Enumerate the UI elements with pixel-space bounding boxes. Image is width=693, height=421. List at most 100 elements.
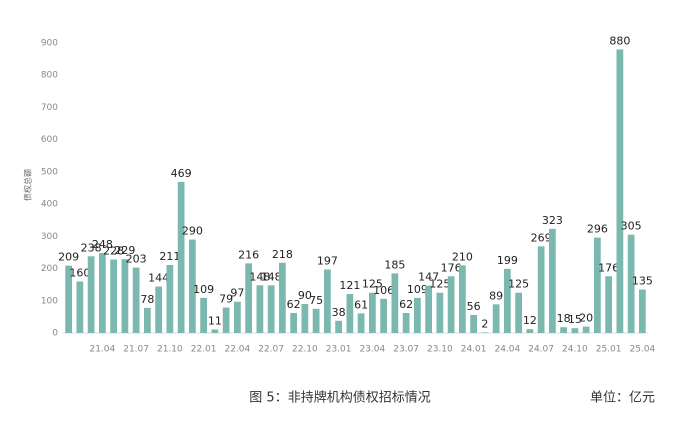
- bar: [447, 276, 455, 333]
- bar: [65, 265, 72, 333]
- bar: [616, 49, 624, 333]
- bar: [594, 237, 601, 333]
- bar: [582, 326, 590, 333]
- bar: [76, 281, 84, 333]
- x-tick-label: 24.04: [494, 345, 520, 355]
- unit-label: 单位：亿元: [590, 391, 655, 406]
- value-label: 125: [508, 278, 529, 291]
- bar: [537, 246, 545, 333]
- bar: [492, 304, 500, 333]
- bar: [571, 328, 579, 333]
- x-tick-label: 23.07: [393, 345, 419, 355]
- bar: [425, 285, 432, 333]
- x-tick-label: 21.07: [123, 345, 149, 355]
- bar: [279, 262, 286, 333]
- value-label: 125: [429, 278, 450, 291]
- bar: [245, 263, 252, 333]
- bar: [200, 297, 207, 333]
- bar: [110, 259, 117, 333]
- bar: [121, 259, 129, 333]
- value-label: 323: [542, 214, 563, 227]
- bar: [481, 332, 489, 333]
- bar: [177, 181, 185, 333]
- value-label: 12: [523, 314, 537, 327]
- value-label: 56: [467, 300, 481, 313]
- bar: [414, 297, 421, 333]
- x-tick-label: 25.04: [629, 345, 655, 355]
- bar: [312, 308, 320, 333]
- value-label: 38: [332, 306, 346, 319]
- bar: [391, 273, 399, 333]
- value-label: 109: [407, 283, 428, 296]
- y-axis-title: 债权总额: [23, 169, 33, 201]
- value-label: 305: [621, 220, 642, 233]
- bar: [504, 268, 511, 333]
- value-label: 97: [230, 287, 244, 300]
- bar: [290, 313, 297, 333]
- caption: 图 5：非持牌机构债权招标情况: [249, 390, 430, 406]
- value-label: 121: [339, 279, 360, 292]
- bar: [627, 234, 635, 333]
- y-tick-label: 900: [41, 39, 58, 49]
- value-label: 269: [531, 231, 552, 244]
- y-tick-label: 500: [41, 167, 58, 177]
- bar: [526, 329, 534, 333]
- value-label: 61: [354, 298, 368, 311]
- value-label: 20: [579, 312, 593, 325]
- bar: [605, 276, 612, 333]
- bar: [436, 292, 444, 333]
- bar: [402, 313, 410, 333]
- bar: [155, 286, 162, 333]
- value-label: 209: [58, 251, 79, 264]
- bar: [459, 265, 466, 333]
- value-label: 160: [69, 266, 90, 279]
- bar: [189, 239, 196, 333]
- bar: [560, 327, 567, 333]
- bar: [369, 292, 376, 333]
- value-label: 218: [272, 248, 293, 261]
- x-tick-label: 22.04: [224, 345, 250, 355]
- bar: [144, 307, 151, 333]
- y-tick-label: 700: [41, 103, 58, 113]
- value-label: 211: [159, 250, 180, 263]
- value-label: 229: [114, 244, 135, 257]
- value-label: 90: [298, 289, 312, 302]
- bar: [166, 265, 174, 333]
- bar: [301, 304, 309, 333]
- x-tick-label: 22.07: [258, 345, 284, 355]
- y-tick-label: 400: [41, 200, 58, 210]
- value-label: 880: [609, 34, 630, 47]
- value-label: 62: [399, 298, 413, 311]
- y-tick-label: 0: [52, 329, 58, 339]
- x-tick-label: 21.10: [157, 345, 183, 355]
- value-label: 248: [92, 238, 113, 251]
- value-label: 15: [568, 313, 582, 326]
- value-label: 216: [238, 248, 259, 261]
- value-label: 238: [81, 241, 102, 254]
- value-label: 210: [452, 250, 473, 263]
- x-tick-label: 22.10: [292, 345, 318, 355]
- bar: [87, 256, 95, 333]
- bar: [132, 267, 140, 333]
- x-tick-label: 25.01: [596, 345, 622, 355]
- value-label: 197: [317, 255, 338, 268]
- value-label: 135: [632, 275, 653, 288]
- bar: [267, 285, 275, 333]
- value-label: 78: [140, 293, 154, 306]
- y-tick-label: 200: [41, 264, 58, 274]
- bar: [211, 329, 219, 333]
- value-label: 89: [489, 289, 503, 302]
- value-label: 290: [182, 225, 203, 238]
- bar: [549, 228, 556, 333]
- bar: [324, 269, 331, 333]
- value-label: 2: [481, 317, 488, 330]
- bar: [234, 301, 241, 333]
- value-label: 148: [261, 270, 282, 283]
- x-tick-label: 23.01: [326, 345, 352, 355]
- y-tick-label: 300: [41, 232, 58, 242]
- value-label: 203: [126, 253, 147, 266]
- bar: [380, 298, 387, 333]
- y-tick-label: 800: [41, 71, 58, 81]
- value-label: 18: [557, 312, 571, 325]
